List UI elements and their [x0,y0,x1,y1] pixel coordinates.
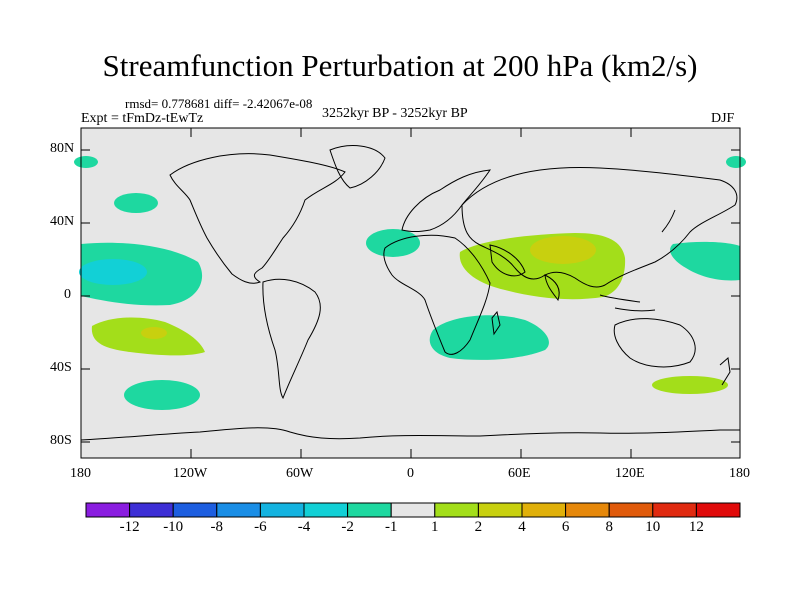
colorbar-label: 8 [605,519,613,535]
anomaly-south-atlantic [429,315,549,360]
colorbar-box-6 [347,502,392,518]
colorbar-box-5 [303,502,349,518]
period-label: 3252kyr BP - 3252kyr BP [322,106,468,121]
colorbar [85,502,741,518]
colorbar-label: 2 [474,519,483,535]
anomaly-south-pacific-50s [124,380,200,410]
lon-tick-60e: 60E [508,466,531,481]
colorbar-label: -2 [341,519,354,535]
colorbar-box-8 [434,502,479,518]
anomaly-shading [74,156,746,410]
lon-tick-120w: 120W [173,466,208,481]
colorbar-label: 1 [431,519,439,535]
anomaly-tibet-core [530,236,596,264]
lon-tick-0: 0 [407,466,414,481]
anomaly-arctic-east [726,156,746,168]
colorbar-label: -10 [163,519,184,535]
colorbar-box-0 [85,502,131,518]
colorbar-box-14 [695,502,741,518]
page-title: Streamfunction Perturbation at 200 hPa (… [102,48,698,83]
coastlines [80,145,740,441]
colorbar-box-4 [259,502,305,518]
anomaly-south-pacific-east [652,376,728,394]
lon-tick-60w: 60W [286,466,314,481]
colorbar-label: -8 [210,519,224,535]
colorbar-box-9 [477,502,523,518]
anomaly-north-pacific [114,193,158,213]
lon-tick-120e: 120E [615,466,645,481]
colorbar-label: 12 [688,519,704,535]
colorbar-label: -1 [384,519,398,535]
colorbar-box-11 [565,502,610,518]
season-label: DJF [711,111,735,126]
lat-tick-40s: 40S [50,360,72,375]
colorbar-label: 6 [561,519,570,535]
colorbar-box-10 [521,502,567,518]
lon-tick-180w: 180 [70,466,91,481]
colorbar-label: 10 [645,519,661,535]
lat-tick-80n: 80N [50,141,75,156]
colorbar-box-13 [652,502,697,518]
colorbar-box-2 [172,502,218,518]
lon-tick-marks [190,128,632,458]
lat-tick-80s: 80S [50,433,72,448]
lat-tick-marks [81,149,740,443]
anomaly-south-pacific-core [141,327,167,339]
colorbar-box-1 [129,502,174,518]
lat-tick-0: 0 [64,287,71,302]
colorbar-box-12 [608,502,654,518]
colorbar-label: -4 [297,519,311,535]
colorbar-box-7 [390,502,436,518]
anomaly-west-pacific [670,241,740,281]
anomaly-arctic-west [74,156,98,168]
lon-tick-180e: 180 [729,466,750,481]
lat-tick-40n: 40N [50,214,75,229]
stats-label: rmsd= 0.778681 diff= -2.42067e-08 [125,96,313,111]
colorbar-label: -12 [119,519,140,535]
colorbar-box-3 [216,502,261,518]
anomaly-tropical-pacific-core [79,259,147,285]
colorbar-label: -6 [254,519,267,535]
colorbar-label: 4 [518,519,526,535]
experiment-label: Expt = tFmDz-tEwTz [81,111,204,126]
